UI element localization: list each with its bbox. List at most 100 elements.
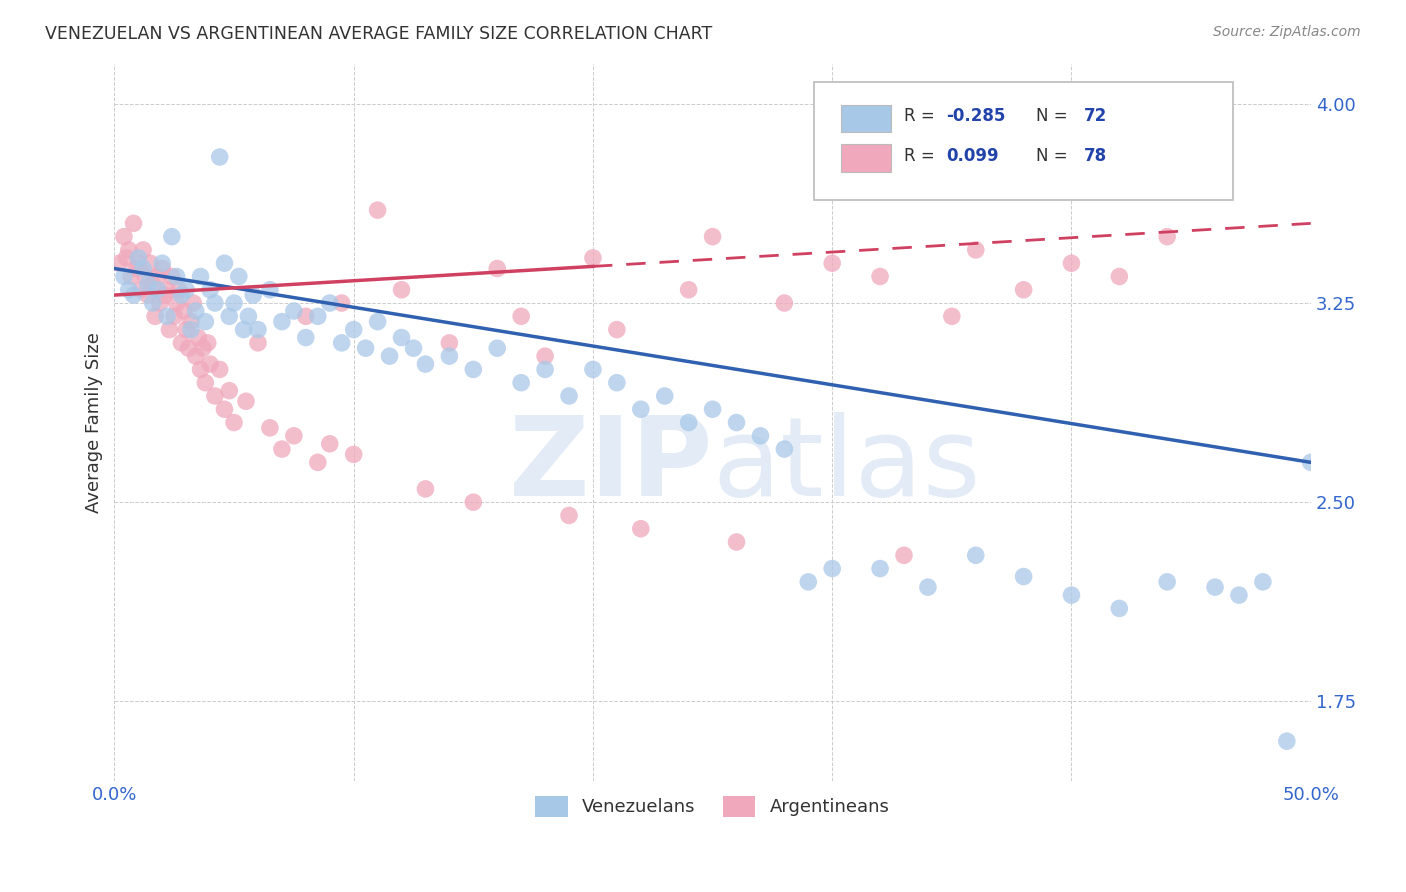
Point [190, 362, 212, 376]
Point [187, 330, 209, 344]
Point [295, 330, 318, 344]
Text: 0.099: 0.099 [946, 147, 998, 165]
Point [773, 442, 796, 456]
Point [159, 322, 181, 336]
Point [120, 269, 142, 284]
Point [194, 376, 217, 390]
Point [941, 310, 963, 324]
Point [486, 261, 509, 276]
Text: 78: 78 [1084, 147, 1107, 165]
Point [180, 315, 202, 329]
Point [208, 362, 231, 376]
Point [198, 357, 221, 371]
Point [146, 269, 169, 284]
Point [166, 269, 188, 284]
Point [142, 296, 165, 310]
Point [197, 335, 219, 350]
Point [132, 243, 155, 257]
Point [122, 288, 145, 302]
Point [242, 288, 264, 302]
Point [283, 304, 305, 318]
Point [821, 256, 844, 270]
Point [174, 322, 197, 336]
Point [177, 341, 200, 355]
Point [160, 269, 183, 284]
Point [246, 322, 269, 336]
Point [319, 296, 342, 310]
Point [630, 522, 652, 536]
Point [1060, 588, 1083, 602]
Text: VENEZUELAN VS ARGENTINEAN AVERAGE FAMILY SIZE CORRELATION CHART: VENEZUELAN VS ARGENTINEAN AVERAGE FAMILY… [45, 25, 713, 43]
Point [149, 296, 172, 310]
Point [869, 269, 891, 284]
Point [463, 362, 485, 376]
Point [150, 256, 173, 270]
Point [378, 349, 401, 363]
Point [606, 376, 628, 390]
Point [534, 362, 557, 376]
Point [134, 269, 156, 284]
Point [319, 436, 342, 450]
Point [208, 150, 231, 164]
Point [1251, 574, 1274, 589]
Point [270, 315, 292, 329]
Point [1299, 455, 1322, 469]
Point [153, 288, 176, 302]
Point [129, 283, 152, 297]
Point [606, 322, 628, 336]
Point [283, 429, 305, 443]
Point [127, 251, 149, 265]
Point [259, 421, 281, 435]
Point [170, 335, 193, 350]
Point [214, 402, 236, 417]
Point [204, 296, 226, 310]
Point [402, 341, 425, 355]
Point [354, 341, 377, 355]
Point [184, 304, 207, 318]
Text: N =: N = [1036, 147, 1073, 165]
Point [115, 251, 138, 265]
Point [132, 261, 155, 276]
Point [238, 310, 260, 324]
Point [1108, 269, 1130, 284]
Point [139, 256, 162, 270]
Text: R =: R = [904, 107, 941, 126]
Point [1012, 569, 1035, 583]
Point [190, 269, 212, 284]
Point [112, 229, 135, 244]
Point [166, 296, 188, 310]
Point [156, 283, 179, 297]
Point [183, 296, 205, 310]
Text: 72: 72 [1084, 107, 1107, 126]
Point [118, 283, 141, 297]
Point [558, 389, 581, 403]
Point [415, 357, 437, 371]
Point [307, 310, 329, 324]
Point [330, 335, 353, 350]
Point [415, 482, 437, 496]
Point [270, 442, 292, 456]
Point [965, 243, 987, 257]
Point [218, 310, 240, 324]
Point [725, 416, 748, 430]
Point [343, 322, 366, 336]
Point [869, 561, 891, 575]
Point [108, 256, 131, 270]
Bar [841, 105, 891, 132]
Point [510, 376, 533, 390]
Point [630, 402, 652, 417]
Point [1060, 256, 1083, 270]
Point [330, 296, 353, 310]
Point [160, 229, 183, 244]
Bar [841, 145, 891, 171]
Point [125, 261, 148, 276]
Point [654, 389, 676, 403]
Point [127, 256, 149, 270]
Point [143, 310, 166, 324]
Point [965, 549, 987, 563]
Point [1204, 580, 1226, 594]
Point [391, 330, 413, 344]
Point [1275, 734, 1298, 748]
Point [1108, 601, 1130, 615]
Point [170, 288, 193, 302]
